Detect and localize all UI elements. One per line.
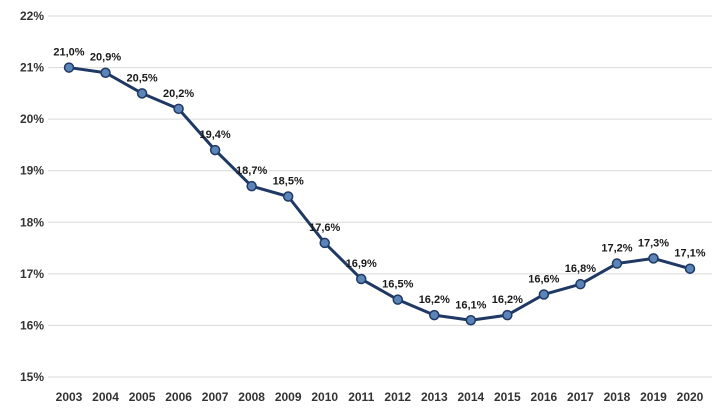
data-point-label: 16,1% bbox=[455, 299, 486, 311]
data-point-label: 20,9% bbox=[90, 52, 121, 64]
x-axis-tick-label: 2014 bbox=[457, 390, 484, 404]
data-point-label: 16,2% bbox=[492, 294, 523, 306]
y-axis-tick-label: 19% bbox=[20, 164, 44, 178]
data-point-marker bbox=[392, 294, 404, 305]
y-axis-tick-label: 18% bbox=[20, 215, 44, 229]
data-point-label: 17,1% bbox=[674, 248, 705, 260]
data-point-label: 16,8% bbox=[565, 263, 596, 275]
data-point-marker bbox=[246, 180, 257, 192]
data-point-marker bbox=[355, 273, 367, 285]
y-axis-tick-label: 20% bbox=[20, 112, 44, 126]
x-axis-tick-label: 2010 bbox=[311, 390, 338, 404]
data-point-marker bbox=[502, 309, 513, 321]
data-point-label: 16,6% bbox=[528, 273, 559, 285]
data-point-marker bbox=[136, 88, 148, 99]
data-line bbox=[67, 66, 692, 322]
data-point-label: 20,2% bbox=[163, 88, 194, 100]
y-axis-tick-label: 21% bbox=[20, 61, 44, 75]
data-point-marker bbox=[538, 289, 550, 300]
x-axis-tick-label: 2019 bbox=[640, 390, 667, 404]
y-axis-tick-label: 15% bbox=[20, 370, 44, 384]
data-point-label: 16,2% bbox=[419, 294, 450, 306]
data-point-marker bbox=[173, 103, 184, 115]
x-axis-tick-label: 2016 bbox=[531, 390, 558, 404]
data-point-marker bbox=[282, 191, 294, 202]
x-axis-tick-label: 2015 bbox=[494, 390, 521, 404]
x-axis-tick-label: 2012 bbox=[384, 390, 411, 404]
data-point-marker bbox=[209, 144, 221, 156]
data-point-marker bbox=[684, 263, 696, 274]
y-axis-tick-label: 22% bbox=[20, 9, 44, 23]
x-axis-tick-label: 2007 bbox=[202, 390, 229, 404]
x-axis-tick-label: 2006 bbox=[165, 390, 192, 404]
x-axis-tick-label: 2018 bbox=[604, 390, 631, 404]
x-axis-tick-label: 2009 bbox=[275, 390, 302, 404]
x-axis-tick-label: 2013 bbox=[421, 390, 448, 404]
data-point-label: 19,4% bbox=[200, 129, 231, 141]
x-axis-tick-label: 2011 bbox=[348, 390, 374, 404]
x-axis-tick-label: 2003 bbox=[56, 390, 83, 404]
data-point-marker bbox=[429, 309, 440, 321]
data-point-marker bbox=[465, 315, 477, 326]
data-point-label: 16,9% bbox=[346, 258, 377, 270]
x-axis-tick-label: 2004 bbox=[92, 390, 119, 404]
data-point-marker bbox=[648, 253, 659, 264]
y-axis-tick-label: 17% bbox=[20, 267, 44, 281]
data-point-marker bbox=[319, 237, 330, 249]
data-point-label: 18,7% bbox=[236, 165, 267, 177]
data-point-label: 17,3% bbox=[638, 237, 669, 249]
data-point-label: 18,5% bbox=[273, 176, 304, 188]
data-point-label: 17,6% bbox=[309, 222, 340, 234]
data-point-label: 16,5% bbox=[382, 279, 413, 291]
data-point-label: 17,2% bbox=[601, 243, 632, 255]
x-axis-tick-label: 2008 bbox=[238, 390, 265, 404]
data-point-label: 20,5% bbox=[126, 72, 157, 84]
data-point-label: 21,0% bbox=[53, 47, 84, 59]
data-point-marker bbox=[575, 278, 586, 290]
x-axis-tick-label: 2017 bbox=[567, 390, 594, 404]
data-point-marker bbox=[611, 258, 623, 269]
data-point-marker bbox=[63, 62, 75, 73]
y-axis-tick-label: 16% bbox=[20, 318, 44, 332]
x-axis-tick-label: 2005 bbox=[129, 390, 156, 404]
x-axis-tick-label: 2020 bbox=[677, 390, 704, 404]
data-point-marker bbox=[100, 67, 111, 78]
